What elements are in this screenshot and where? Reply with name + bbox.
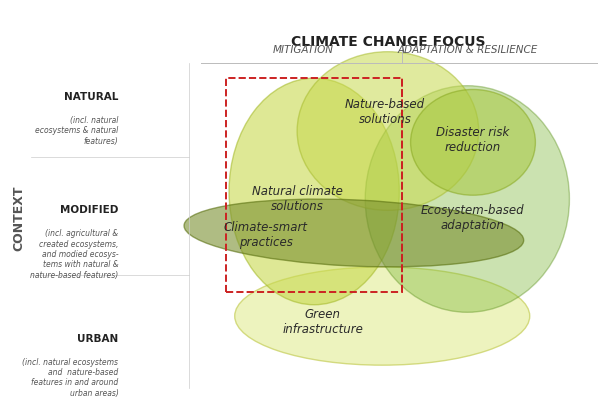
- Text: Disaster risk
reduction: Disaster risk reduction: [436, 127, 509, 154]
- Text: Green
infrastructure: Green infrastructure: [282, 308, 363, 336]
- Text: Ecosystem-based
adaptation: Ecosystem-based adaptation: [421, 204, 525, 232]
- Text: URBAN: URBAN: [77, 334, 118, 344]
- Ellipse shape: [411, 90, 536, 195]
- Text: MITIGATION: MITIGATION: [272, 45, 333, 55]
- Ellipse shape: [229, 78, 399, 305]
- Text: (incl. natural
ecosystems & natural
features): (incl. natural ecosystems & natural feat…: [35, 116, 118, 146]
- Text: Climate-smart
practices: Climate-smart practices: [224, 221, 308, 249]
- Text: NATURAL: NATURAL: [64, 92, 118, 102]
- Bar: [226, 78, 402, 291]
- Ellipse shape: [184, 199, 523, 267]
- Text: (incl. agricultural &
created ecosystems,
and modied ecosys-
tems with natural &: (incl. agricultural & created ecosystems…: [30, 229, 118, 280]
- Text: (incl. natural ecosystems
and  nature-based
features in and around
urban areas): (incl. natural ecosystems and nature-bas…: [23, 358, 118, 398]
- Ellipse shape: [297, 52, 479, 210]
- Text: ADAPTATION & RESILIENCE: ADAPTATION & RESILIENCE: [397, 45, 537, 55]
- Ellipse shape: [365, 85, 569, 312]
- Text: MODIFIED: MODIFIED: [60, 205, 118, 215]
- Text: CONTEXT: CONTEXT: [13, 185, 26, 251]
- Text: Nature-based
solutions: Nature-based solutions: [345, 98, 425, 126]
- Text: Natural climate
solutions: Natural climate solutions: [252, 185, 343, 213]
- Text: CLIMATE CHANGE FOCUS: CLIMATE CHANGE FOCUS: [290, 35, 485, 49]
- Ellipse shape: [235, 267, 529, 365]
